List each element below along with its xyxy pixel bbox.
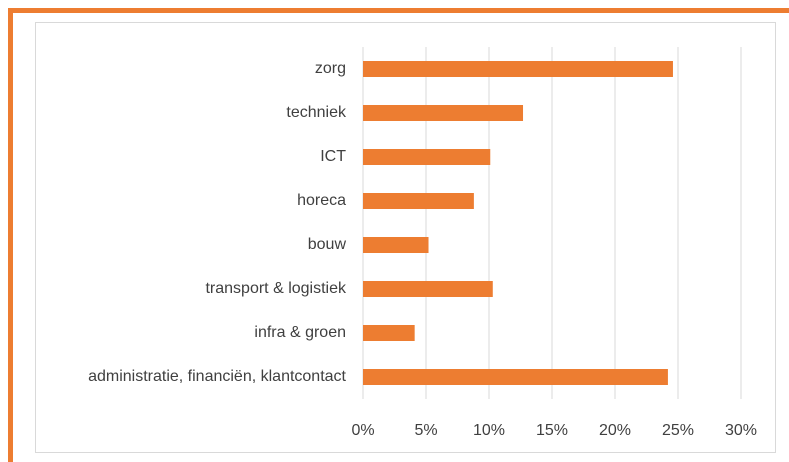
y-tick-label: techniek xyxy=(286,104,347,121)
x-tick-label: 10% xyxy=(473,422,505,439)
bar xyxy=(363,193,474,209)
frame-left xyxy=(8,8,13,462)
bar xyxy=(363,149,491,165)
bar xyxy=(363,369,668,385)
x-tick-label: 0% xyxy=(351,422,374,439)
bar xyxy=(363,61,673,77)
x-tick-label: 30% xyxy=(725,422,757,439)
bar xyxy=(363,105,524,121)
x-tick-label: 25% xyxy=(662,422,694,439)
y-tick-label: infra & groen xyxy=(254,324,346,341)
bar xyxy=(363,237,429,253)
y-tick-label: ICT xyxy=(320,148,346,165)
x-tick-label: 20% xyxy=(599,422,631,439)
y-tick-label: transport & logistiek xyxy=(205,280,347,297)
x-tick-label: 15% xyxy=(536,422,568,439)
bar xyxy=(363,281,493,297)
y-tick-label: bouw xyxy=(308,236,347,253)
frame-top xyxy=(8,8,789,13)
bar xyxy=(363,325,415,341)
y-tick-label: administratie, financiën, klantcontact xyxy=(88,368,346,385)
y-tick-label: horeca xyxy=(297,192,346,209)
y-tick-label: zorg xyxy=(315,60,346,77)
x-tick-label: 5% xyxy=(414,422,437,439)
